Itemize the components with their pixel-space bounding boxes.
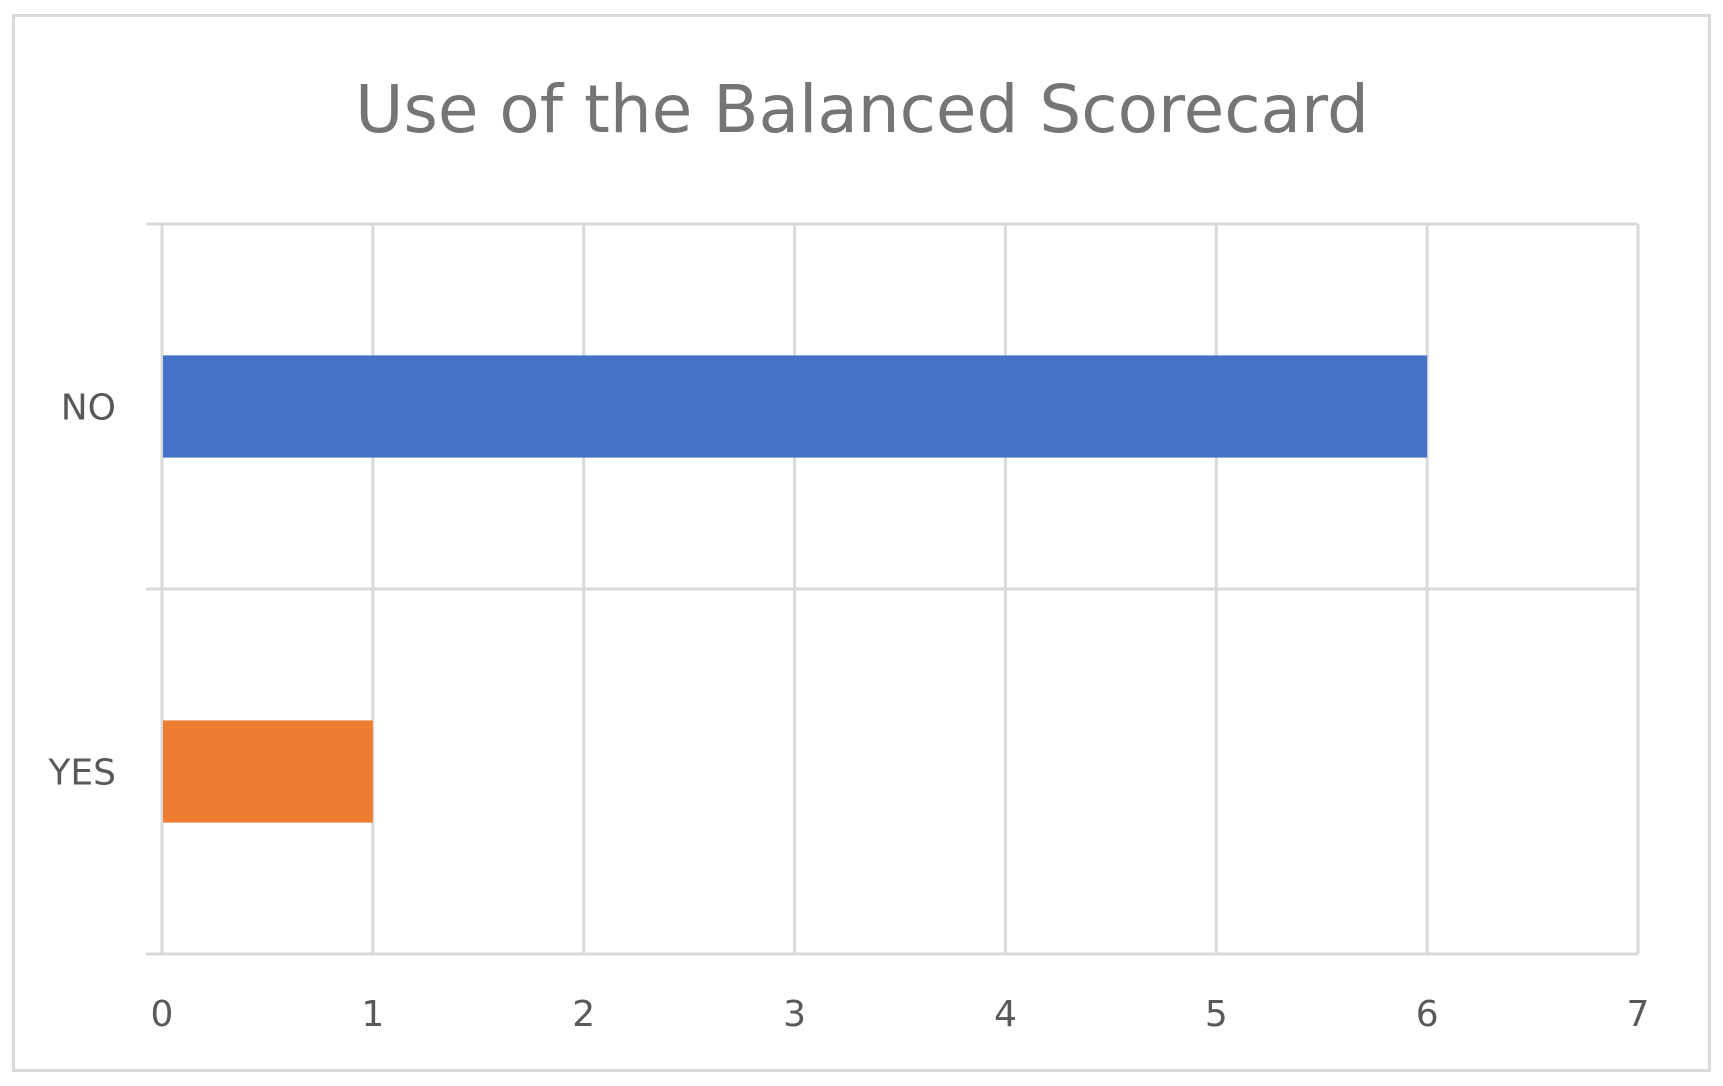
x-tick-label: 7 <box>1627 994 1650 1035</box>
grid-layer <box>146 222 1640 956</box>
category-label: NO <box>61 388 116 429</box>
x-tick-label: 2 <box>572 994 595 1035</box>
x-tick-label: 4 <box>994 994 1017 1035</box>
bar-yes <box>163 720 373 823</box>
bar-no <box>163 355 1428 458</box>
label-layer: 0 1 2 3 4 5 6 7 NO YES <box>47 388 1649 1036</box>
x-tick-label: 6 <box>1416 994 1439 1035</box>
x-tick-label: 3 <box>783 994 806 1035</box>
chart-title: Use of the Balanced Scorecard <box>355 71 1369 148</box>
category-label: YES <box>47 753 116 794</box>
x-tick-label: 5 <box>1205 994 1228 1035</box>
bar-layer <box>163 355 1428 823</box>
x-tick-label: 0 <box>151 994 174 1035</box>
x-tick-label: 1 <box>361 994 384 1035</box>
